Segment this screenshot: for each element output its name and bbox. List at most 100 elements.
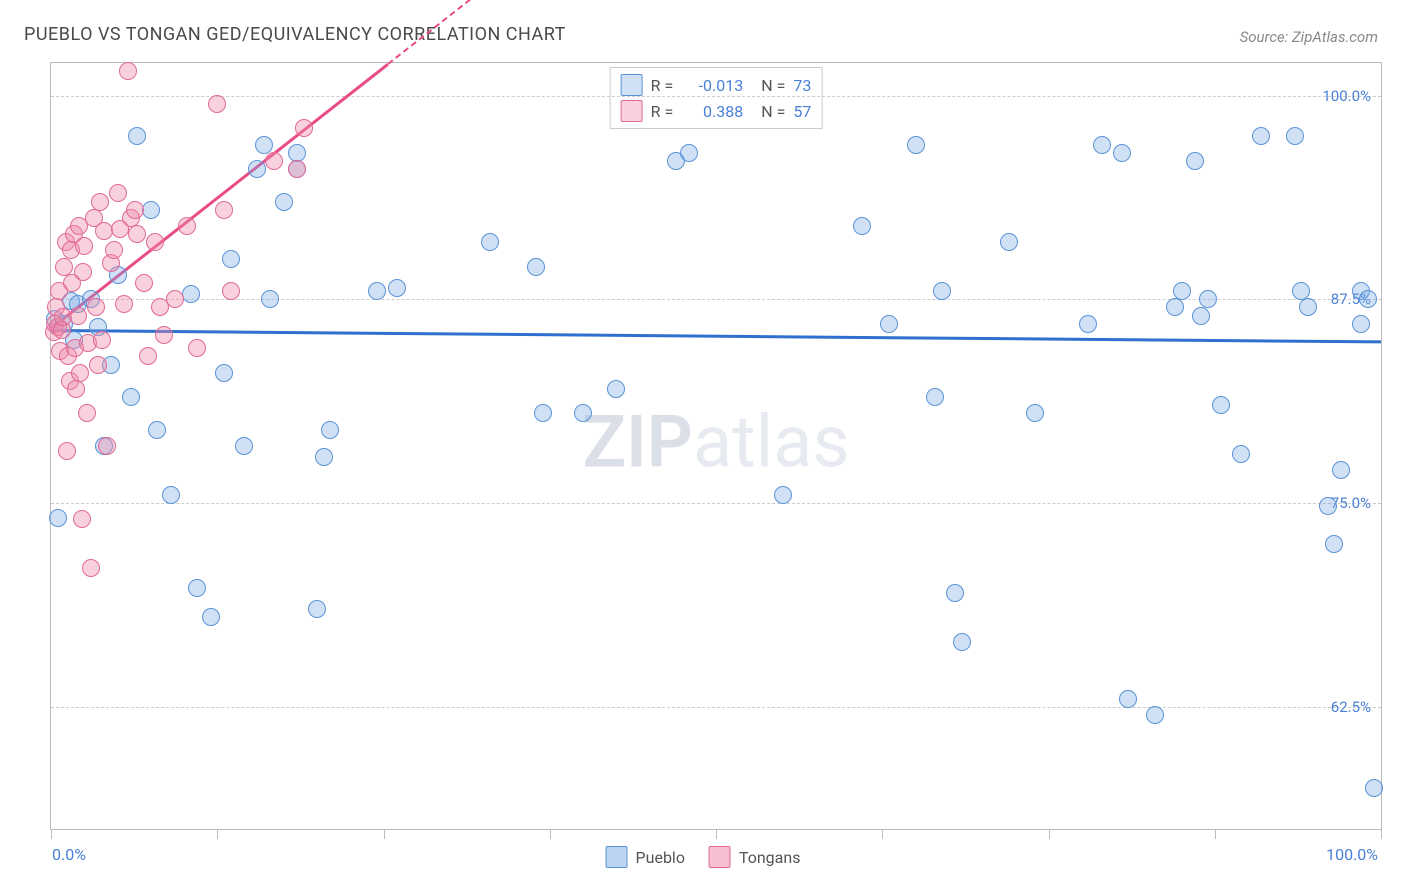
stat-r-label: R = (651, 76, 674, 95)
data-point (527, 258, 545, 276)
data-point (1292, 282, 1310, 300)
x-tick (1049, 829, 1050, 839)
data-point (1119, 690, 1137, 708)
data-point (1000, 233, 1018, 251)
data-point (1186, 152, 1204, 170)
stat-r-value: 0.388 (681, 102, 743, 121)
x-axis-min-label: 0.0% (52, 845, 86, 864)
data-point (155, 326, 173, 344)
data-point (208, 95, 226, 113)
data-point (1232, 445, 1250, 463)
data-point (58, 442, 76, 460)
x-tick (716, 829, 717, 839)
data-point (315, 448, 333, 466)
gridline (51, 503, 1381, 504)
data-point (67, 380, 85, 398)
data-point (388, 279, 406, 297)
data-point (1332, 461, 1350, 479)
x-axis-max-label: 100.0% (1326, 845, 1378, 864)
data-point (907, 136, 925, 154)
stat-n-label: N = (761, 102, 785, 121)
stat-r-label: R = (651, 102, 674, 121)
data-point (265, 152, 283, 170)
x-tick (384, 829, 385, 839)
data-point (288, 160, 306, 178)
data-point (248, 160, 266, 178)
data-point (222, 282, 240, 300)
legend-swatch (709, 846, 731, 868)
data-point (139, 347, 157, 365)
data-point (1079, 315, 1097, 333)
data-point (1173, 282, 1191, 300)
data-point (255, 136, 273, 154)
x-tick (882, 829, 883, 839)
data-point (215, 364, 233, 382)
data-point (1199, 290, 1217, 308)
data-point (222, 250, 240, 268)
data-point (119, 62, 137, 80)
data-point (1192, 307, 1210, 325)
data-point (880, 315, 898, 333)
data-point (1252, 127, 1270, 145)
data-point (122, 388, 140, 406)
x-tick (1215, 829, 1216, 839)
data-point (82, 559, 100, 577)
y-tick-label: 100.0% (1322, 87, 1371, 105)
legend-swatch (606, 846, 628, 868)
data-point (89, 356, 107, 374)
trend-line (51, 329, 1381, 343)
data-point (126, 201, 144, 219)
data-point (69, 307, 87, 325)
data-point (91, 193, 109, 211)
data-point (182, 285, 200, 303)
x-tick (217, 829, 218, 839)
data-point (275, 193, 293, 211)
stat-r-value: -0.013 (681, 76, 743, 95)
x-tick (1381, 829, 1382, 839)
data-point (534, 404, 552, 422)
data-point (933, 282, 951, 300)
legend-label: Pueblo (636, 848, 685, 867)
stats-row: R =-0.013N =73 (621, 72, 812, 98)
data-point (105, 241, 123, 259)
data-point (1299, 298, 1317, 316)
data-point (1212, 396, 1230, 414)
data-point (148, 421, 166, 439)
data-point (1359, 290, 1377, 308)
legend-label: Tongans (739, 848, 801, 867)
data-point (235, 437, 253, 455)
data-point (481, 233, 499, 251)
data-point (1319, 497, 1337, 515)
data-point (73, 510, 91, 528)
data-point (953, 633, 971, 651)
data-point (115, 295, 133, 313)
data-point (128, 225, 146, 243)
data-point (1325, 535, 1343, 553)
data-point (98, 437, 116, 455)
data-point (109, 184, 127, 202)
stat-n-label: N = (761, 76, 785, 95)
data-point (1365, 779, 1383, 797)
plot-area: ZIPatlas R =-0.013N =73R =0.388N =57 100… (50, 62, 1382, 830)
data-point (178, 217, 196, 235)
data-point (162, 486, 180, 504)
stats-legend: R =-0.013N =73R =0.388N =57 (610, 67, 823, 129)
data-point (853, 217, 871, 235)
source-label: Source: ZipAtlas.com (1240, 28, 1378, 46)
y-tick-label: 75.0% (1331, 494, 1371, 512)
data-point (607, 380, 625, 398)
data-point (574, 404, 592, 422)
stat-n-value: 57 (793, 102, 811, 121)
data-point (288, 144, 306, 162)
watermark: ZIPatlas (582, 399, 849, 484)
data-point (1113, 144, 1131, 162)
stats-row: R = 0.388 N = 57 (621, 98, 812, 124)
footer-legend: Pueblo Tongans (606, 846, 801, 868)
gridline (51, 707, 1381, 708)
data-point (75, 237, 93, 255)
x-tick (550, 829, 551, 839)
series-swatch (621, 74, 643, 96)
data-point (926, 388, 944, 406)
data-point (308, 600, 326, 618)
data-point (1146, 706, 1164, 724)
